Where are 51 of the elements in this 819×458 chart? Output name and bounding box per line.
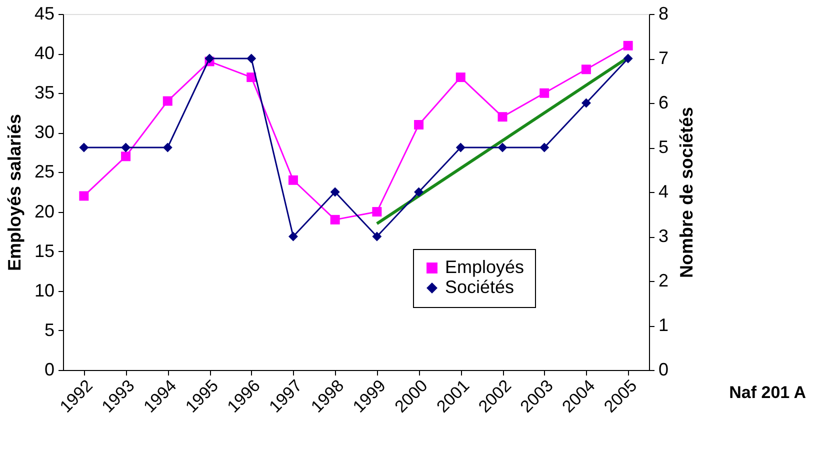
point	[581, 98, 591, 108]
y-tick-label: 5	[44, 320, 54, 340]
point	[540, 142, 550, 152]
point	[246, 54, 256, 64]
y-tick-label: 15	[34, 240, 54, 261]
point	[204, 54, 214, 64]
y2-tick-label: 4	[658, 182, 669, 202]
y-tick-label: 45	[34, 4, 54, 24]
y2-tick-label: 6	[658, 92, 669, 112]
y-tick-label: 0	[44, 360, 54, 380]
y2-tick-label: 2	[658, 270, 669, 290]
y-tick-label: 20	[34, 201, 54, 222]
point	[540, 88, 550, 98]
point	[79, 142, 89, 152]
text: Naf 201 A	[729, 383, 806, 402]
point	[414, 187, 424, 197]
y2-tick-label: 0	[658, 360, 669, 380]
point	[623, 40, 633, 50]
legend-label: Employés	[445, 257, 524, 277]
y2-tick-label: 5	[658, 137, 669, 157]
point	[330, 214, 340, 224]
point	[623, 54, 633, 64]
y2-tick-label: 8	[658, 4, 669, 24]
point	[581, 64, 591, 74]
point	[414, 120, 424, 130]
point	[456, 72, 466, 82]
point	[330, 187, 340, 197]
point	[121, 142, 131, 152]
y2-tick-label: 3	[658, 226, 669, 246]
y-tick-label: 40	[34, 43, 54, 64]
point	[498, 142, 508, 152]
point	[288, 175, 298, 185]
point	[498, 112, 508, 122]
y-axis-title: Employés salariés	[4, 114, 24, 272]
y2-tick-label: 7	[658, 48, 669, 68]
legend-label: Sociétés	[445, 277, 514, 297]
y-tick-label: 35	[34, 82, 54, 103]
y-tick-label: 30	[34, 122, 54, 142]
point	[456, 142, 466, 152]
point	[79, 191, 89, 201]
point	[162, 96, 172, 106]
point	[121, 152, 131, 162]
point	[288, 232, 298, 242]
y2-tick-label: 1	[658, 315, 669, 335]
point	[372, 232, 382, 242]
point	[372, 207, 382, 217]
y-tick-label: 10	[34, 280, 54, 300]
point	[162, 142, 172, 152]
y2-axis-title: Nombre de sociétés	[676, 106, 697, 278]
point	[246, 72, 256, 82]
y-tick-label: 25	[34, 162, 54, 182]
